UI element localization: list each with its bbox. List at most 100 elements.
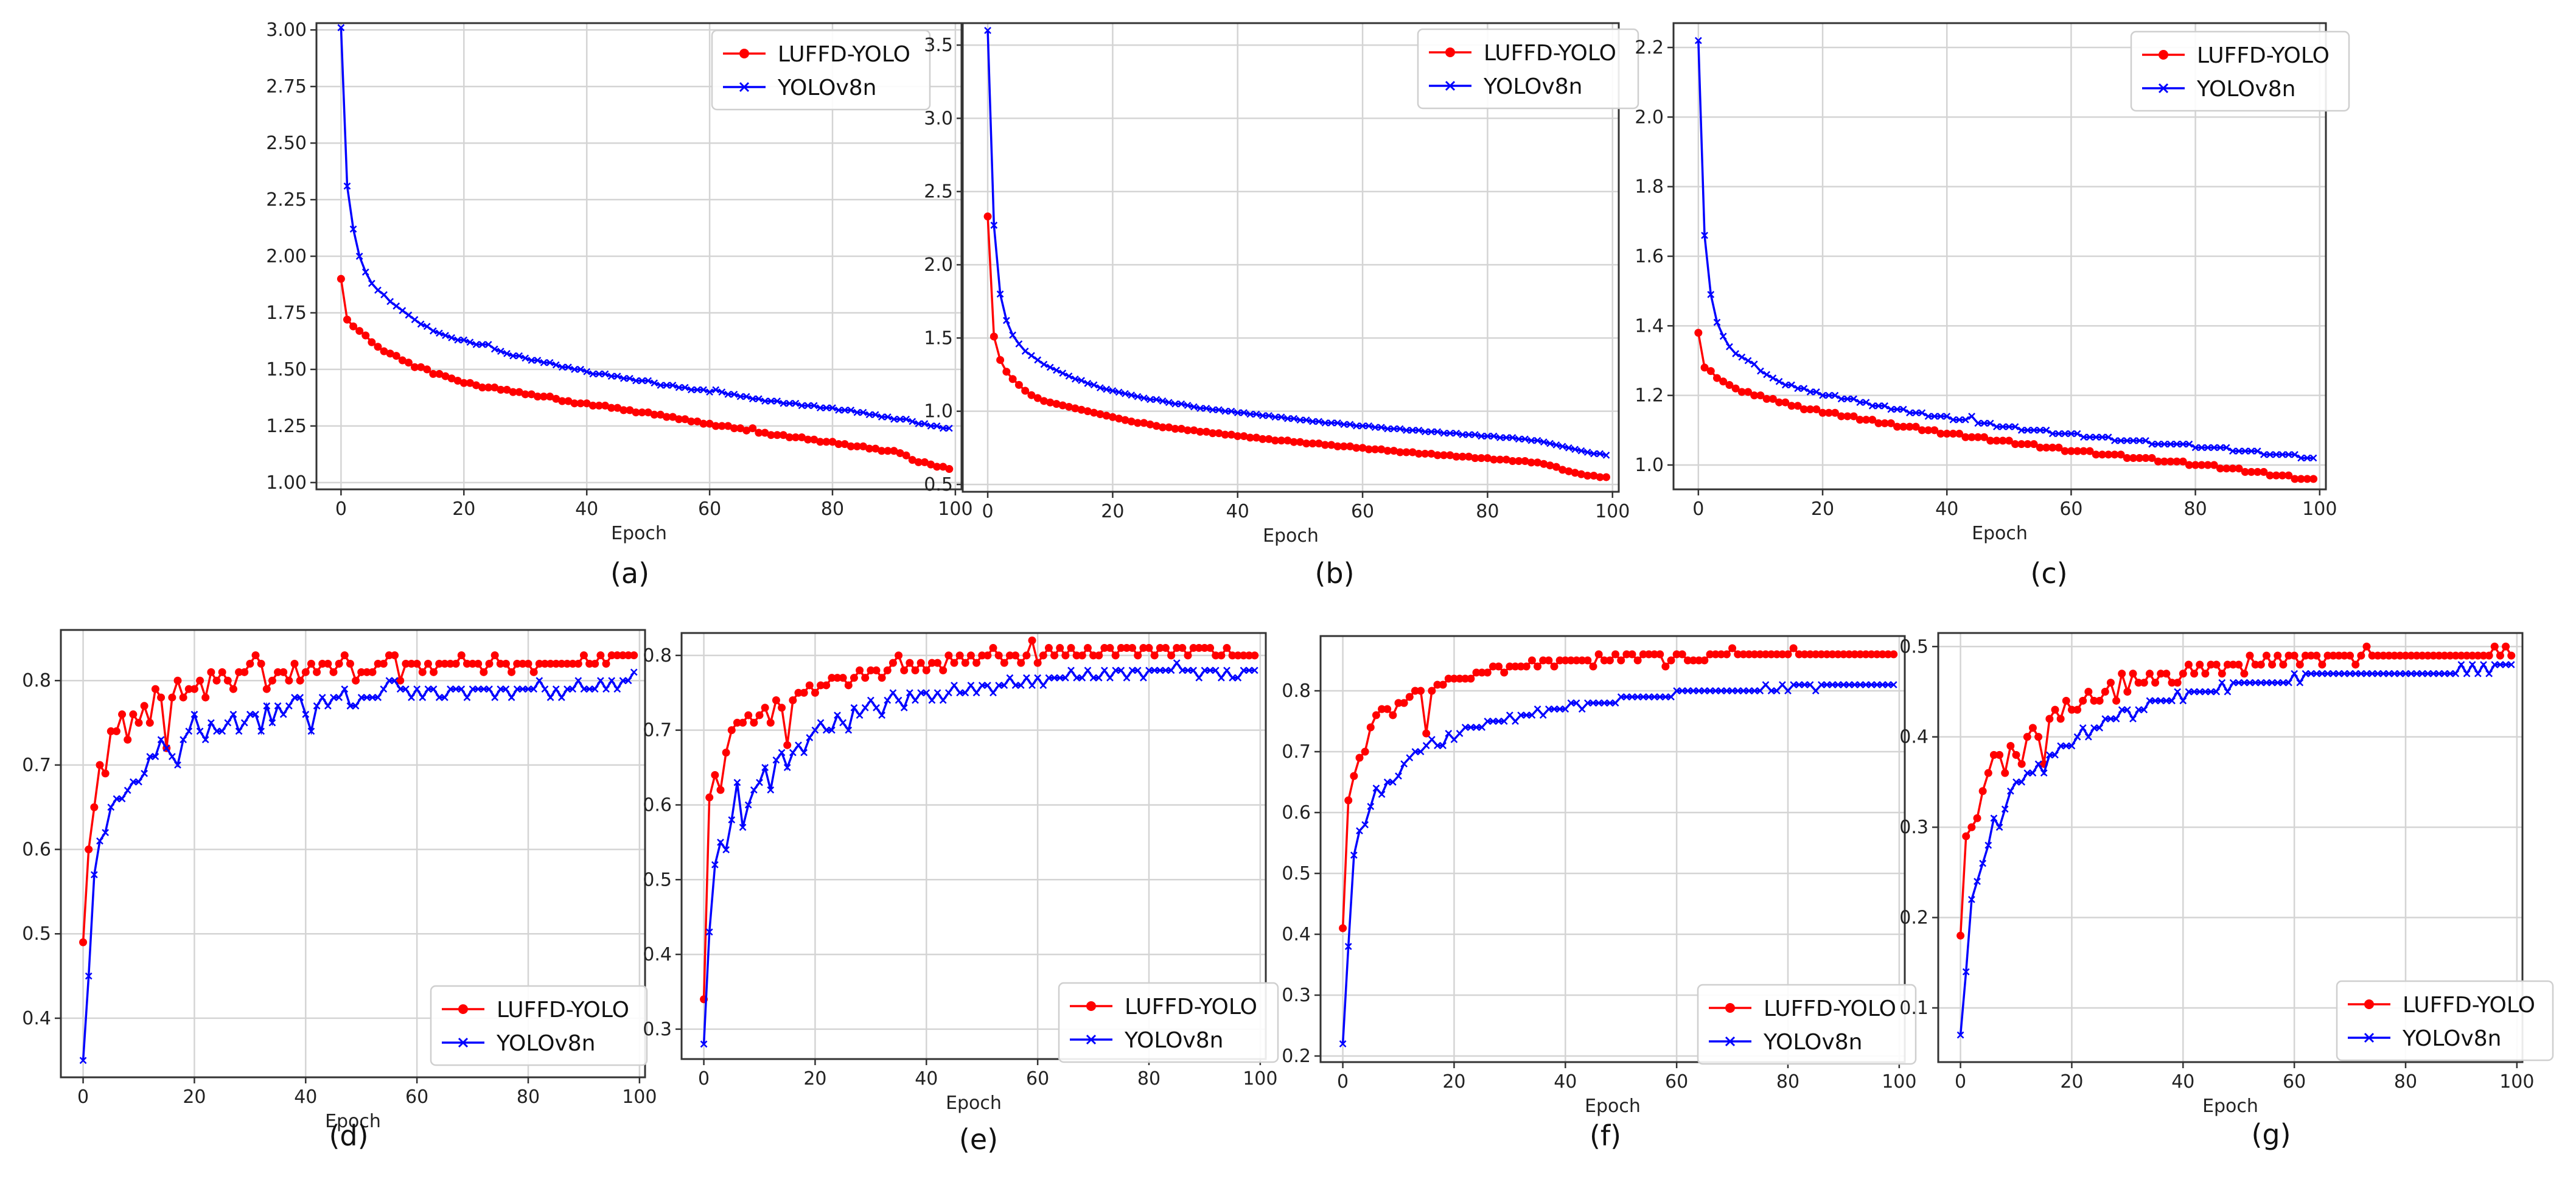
- data-point: [1096, 384, 1104, 392]
- data-point: [733, 778, 741, 786]
- data-point: [2240, 670, 2249, 678]
- data-point: [1365, 422, 1373, 430]
- data-point: [717, 422, 726, 430]
- data-point: [1590, 699, 1597, 707]
- legend-marker: [458, 1004, 468, 1014]
- data-point: [1258, 411, 1266, 419]
- data-point: [522, 354, 529, 362]
- data-point: [841, 406, 849, 414]
- data-point: [939, 463, 948, 471]
- data-point: [290, 659, 299, 668]
- data-point: [1986, 419, 1994, 427]
- x-tick-label: 0: [1692, 498, 1704, 520]
- data-point: [184, 685, 193, 693]
- data-point: [1583, 656, 1592, 665]
- data-point: [1521, 456, 1529, 465]
- data-point: [2024, 426, 2031, 434]
- data-point: [274, 702, 282, 710]
- data-point: [2307, 651, 2316, 660]
- data-point: [1725, 381, 1734, 390]
- data-point: [1290, 414, 1298, 422]
- data-point: [349, 322, 358, 330]
- data-point: [385, 651, 393, 660]
- data-point: [1512, 718, 1519, 725]
- data-point: [669, 413, 677, 421]
- data-point: [2240, 679, 2248, 687]
- data-point: [1139, 644, 1148, 652]
- data-point: [472, 381, 480, 390]
- data-point: [466, 338, 474, 346]
- data-point: [1881, 402, 1889, 410]
- data-point: [279, 710, 287, 718]
- data-point: [1390, 425, 1398, 433]
- data-point: [2429, 651, 2438, 660]
- data-point: [2272, 471, 2280, 480]
- data-point: [1961, 433, 1970, 441]
- data-point: [620, 406, 628, 414]
- data-point: [1717, 650, 1725, 659]
- data-point: [2023, 440, 2032, 449]
- data-point: [900, 666, 909, 674]
- data-point: [2479, 651, 2488, 660]
- data-point: [1134, 393, 1142, 400]
- data-point: [129, 710, 138, 719]
- data-point: [2210, 444, 2218, 452]
- data-point: [761, 397, 769, 405]
- data-point: [700, 386, 707, 394]
- data-point: [1251, 651, 1259, 660]
- data-point: [1594, 650, 1603, 659]
- data-point: [1986, 436, 1995, 445]
- y-tick-label: 3.5: [924, 35, 953, 56]
- data-point: [515, 388, 523, 396]
- data-point: [2229, 447, 2236, 455]
- data-point: [173, 676, 182, 685]
- data-point: [927, 659, 936, 667]
- data-point: [945, 424, 953, 432]
- data-point: [190, 710, 198, 718]
- data-point: [474, 685, 482, 693]
- data-point: [1456, 674, 1464, 683]
- data-point: [767, 786, 775, 794]
- data-point: [1252, 433, 1261, 442]
- data-point: [591, 685, 599, 693]
- data-point: [1405, 693, 1414, 701]
- data-point: [1067, 666, 1075, 674]
- data-point: [324, 659, 332, 668]
- data-point: [460, 336, 468, 344]
- y-tick-label: 1.0: [924, 401, 953, 422]
- data-point: [469, 659, 477, 668]
- data-point: [1427, 449, 1436, 458]
- data-point: [656, 410, 665, 419]
- data-point: [589, 370, 597, 378]
- data-point: [2191, 444, 2199, 452]
- data-point: [1539, 712, 1547, 719]
- data-point: [2129, 715, 2137, 722]
- data-point: [2042, 443, 2051, 452]
- data-point: [1234, 651, 1242, 660]
- data-point: [90, 871, 98, 879]
- data-point: [810, 402, 818, 410]
- data-point: [718, 388, 726, 396]
- data-point: [711, 771, 719, 779]
- data-point: [1127, 418, 1136, 425]
- data-point: [1622, 693, 1630, 701]
- data-point: [1061, 651, 1070, 660]
- data-point: [2235, 447, 2243, 455]
- data-point: [1990, 814, 1998, 822]
- data-point: [435, 369, 444, 378]
- y-tick-label: 0.4: [1282, 924, 1311, 945]
- data-point: [1302, 416, 1310, 424]
- y-tick-label: 1.50: [266, 359, 307, 380]
- data-point: [318, 659, 327, 668]
- data-point: [457, 651, 466, 660]
- data-point: [1756, 687, 1764, 694]
- data-point: [2262, 651, 2271, 660]
- data-point: [1414, 449, 1423, 458]
- x-axis-title: Epoch: [325, 1111, 381, 1132]
- data-point: [491, 694, 499, 701]
- data-point: [711, 861, 719, 869]
- legend-label: YOLOv8n: [2196, 77, 2296, 102]
- data-point: [1344, 943, 1352, 950]
- data-point: [557, 659, 566, 668]
- data-point: [335, 659, 343, 668]
